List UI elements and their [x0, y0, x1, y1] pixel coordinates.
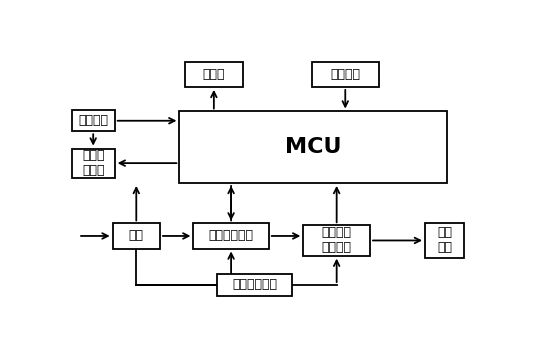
Text: 电池: 电池 [129, 229, 144, 243]
Bar [180, 111, 446, 183]
Text: 充电电流
监测电路: 充电电流 监测电路 [322, 226, 351, 255]
Text: 直流升压电路: 直流升压电路 [208, 229, 254, 243]
Bar [72, 110, 115, 131]
Text: 显示器: 显示器 [202, 68, 225, 81]
Text: MCU: MCU [285, 137, 341, 157]
Bar [72, 149, 115, 178]
Bar [185, 62, 243, 87]
Bar [312, 62, 379, 87]
Bar [217, 274, 292, 296]
Bar [303, 225, 370, 256]
Text: 电源接口: 电源接口 [78, 114, 108, 127]
Text: 开关按键: 开关按键 [330, 68, 360, 81]
Bar [112, 223, 160, 249]
Text: 充电管
理芯片: 充电管 理芯片 [82, 149, 105, 177]
Text: 插入检测电路: 插入检测电路 [232, 279, 277, 291]
Text: 充电
接口: 充电 接口 [437, 226, 452, 255]
Bar [425, 223, 464, 258]
Bar [193, 223, 269, 249]
